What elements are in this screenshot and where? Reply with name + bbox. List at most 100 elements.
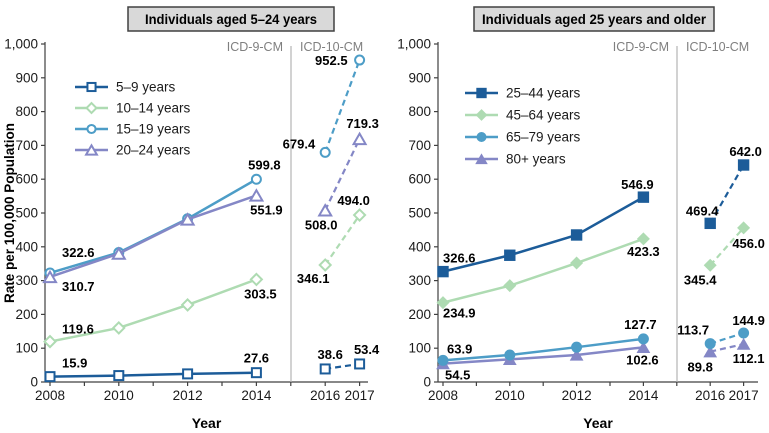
series-line-icd10-80+-years <box>709 343 744 353</box>
data-value-label: 719.3 <box>346 116 379 131</box>
data-value-label: 303.5 <box>244 286 277 301</box>
data-value-label: 551.9 <box>250 202 283 217</box>
data-point-diamond <box>43 334 57 349</box>
x-tick-label: 2010 <box>495 388 525 403</box>
data-point-square <box>704 217 716 230</box>
y-tick-label: 200 <box>15 307 38 322</box>
series-line-icd10-45-64-years <box>709 227 745 266</box>
legend-item: 20–24 years <box>75 143 191 158</box>
legend-label: 5–9 years <box>116 80 176 95</box>
data-point-diamond <box>703 258 717 272</box>
y-axis-title: Rate per 100,000 Population <box>2 123 17 303</box>
x-tick-label: 2012 <box>173 388 203 403</box>
data-point-triangle <box>736 337 751 350</box>
data-point-square <box>182 368 194 380</box>
data-point-square <box>113 370 125 382</box>
data-value-label: 127.7 <box>624 317 657 332</box>
x-axis-title: Year <box>583 415 613 431</box>
data-point-square <box>86 81 97 93</box>
legend-label: 65–79 years <box>506 130 581 145</box>
x-tick-label: 2008 <box>428 388 458 403</box>
data-value-label: 53.4 <box>354 342 380 357</box>
icd9-label: ICD-9-CM <box>227 40 283 54</box>
data-point-square <box>637 191 650 203</box>
data-point-circle <box>571 341 583 353</box>
legend-item: 15–19 years <box>75 122 191 137</box>
data-point-diamond <box>180 298 195 312</box>
data-point-diamond <box>436 296 450 310</box>
data-point-circle <box>319 146 331 158</box>
data-point-circle <box>637 333 649 345</box>
y-tick-label: 100 <box>15 341 38 356</box>
series-line-icd9-80+-years <box>442 346 644 365</box>
data-point-square <box>319 363 331 375</box>
series-line-icd10-5-9-years <box>325 362 360 371</box>
data-value-label: 112.1 <box>733 351 765 366</box>
y-tick-label: 1,000 <box>4 37 38 52</box>
y-tick-label: 900 <box>408 70 431 85</box>
data-value-label: 54.5 <box>445 368 470 383</box>
data-value-label: 234.9 <box>443 306 476 321</box>
panel-aged-25-older: Individuals aged 25 years and older 0 100 2… <box>397 6 765 431</box>
data-point-triangle <box>703 345 718 358</box>
icd9-label: ICD-9-CM <box>613 40 669 54</box>
legend-label: 15–19 years <box>116 122 191 137</box>
data-value-label: 345.4 <box>684 272 717 287</box>
data-point-circle <box>250 173 262 185</box>
legend-item: 65–79 years <box>465 130 581 145</box>
data-point-circle <box>704 338 716 350</box>
data-point-circle <box>86 123 97 135</box>
y-tick-label: 1,000 <box>397 37 431 52</box>
data-point-diamond <box>352 208 367 222</box>
y-tick-label: 800 <box>15 104 38 119</box>
y-tick-label: 300 <box>408 273 431 288</box>
data-point-diamond <box>318 258 333 272</box>
data-value-label: 346.1 <box>297 271 330 286</box>
data-point-circle <box>437 354 449 366</box>
panel-title-box <box>473 6 715 32</box>
legend-item: 80+ years <box>465 152 566 167</box>
data-value-label: 423.3 <box>627 244 660 259</box>
data-point-triangle <box>248 188 265 202</box>
data-point-circle <box>504 349 516 361</box>
y-tick-label: 500 <box>408 206 431 221</box>
panel-title-box <box>127 6 335 32</box>
data-point-triangle <box>84 143 99 156</box>
data-point-triangle <box>636 341 651 354</box>
y-tick-label: 600 <box>408 172 431 187</box>
data-value-label: 599.8 <box>248 157 281 172</box>
data-point-square <box>437 265 449 278</box>
legend-label: 45–64 years <box>506 108 581 123</box>
y-tick-label: 800 <box>408 104 431 119</box>
legend-item: 45–64 years <box>465 108 581 123</box>
data-point-square <box>44 371 56 383</box>
data-point-triangle <box>351 131 368 146</box>
series-line-icd9-5-9-years <box>49 371 257 378</box>
data-point-diamond <box>503 279 517 293</box>
data-value-label: 310.7 <box>62 279 95 294</box>
data-value-label: 15.9 <box>62 356 87 371</box>
x-tick-label: 2010 <box>104 388 134 403</box>
data-value-label: 642.0 <box>729 144 762 159</box>
x-tick-label: 2017 <box>345 388 375 403</box>
series-line-icd9-20-24-years <box>49 194 257 279</box>
data-point-circle <box>354 54 366 66</box>
data-value-label: 322.6 <box>62 245 95 260</box>
series-line-icd10-65-79-years <box>709 331 744 345</box>
data-point-triangle <box>111 246 127 260</box>
icd10-label: ICD-10-CM <box>300 40 363 54</box>
x-tick-label: 2017 <box>729 388 759 403</box>
panel-title: Individuals aged 5–24 years <box>145 12 317 27</box>
data-value-label: 38.6 <box>318 347 343 362</box>
x-tick-label: 2016 <box>310 388 340 403</box>
panel-aged-5-24: Individuals aged 5–24 years 0 100 200 300 400… <box>2 6 380 431</box>
data-value-label: 469.4 <box>686 203 719 218</box>
data-point-triangle <box>42 269 58 284</box>
legend-label: 20–24 years <box>116 143 191 158</box>
data-value-label: 119.6 <box>62 322 94 337</box>
y-tick-label: 900 <box>15 70 38 85</box>
data-point-square <box>354 358 366 370</box>
data-value-label: 63.9 <box>447 341 472 356</box>
data-point-square <box>250 367 262 379</box>
